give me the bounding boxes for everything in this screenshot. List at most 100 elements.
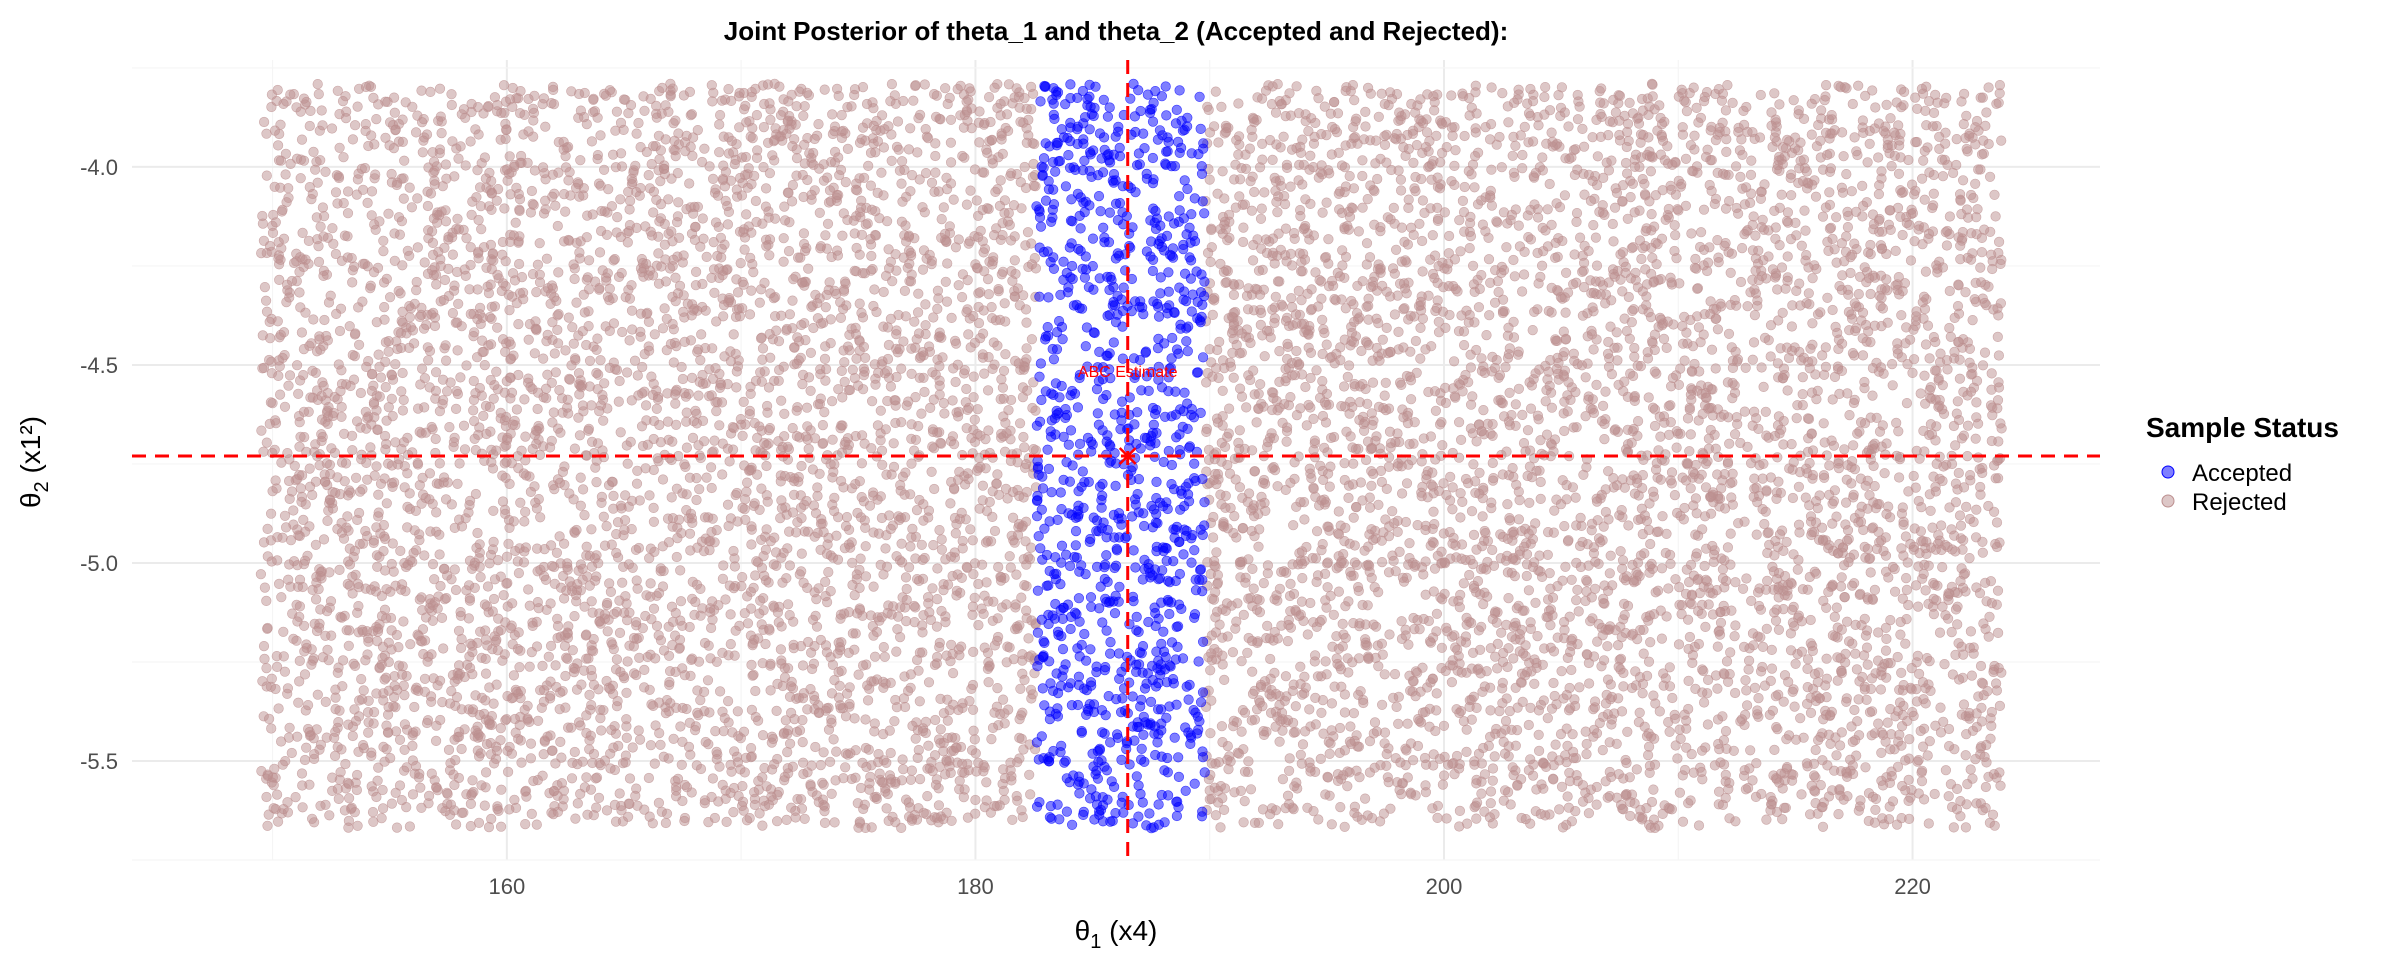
point-rejected	[657, 323, 669, 334]
point-rejected	[1813, 667, 1824, 678]
point-rejected	[1476, 788, 1487, 799]
point-rejected	[1253, 541, 1264, 552]
point-rejected	[1273, 819, 1284, 830]
point-rejected	[1810, 517, 1822, 528]
point-rejected	[1919, 194, 1930, 205]
point-rejected	[1460, 473, 1472, 485]
point-rejected	[1725, 528, 1736, 539]
point-rejected	[878, 641, 889, 653]
point-rejected	[750, 570, 761, 581]
point-rejected	[1829, 485, 1840, 496]
point-rejected	[288, 505, 299, 516]
point-rejected	[488, 505, 499, 516]
point-rejected	[592, 153, 603, 165]
point-rejected	[1024, 769, 1035, 780]
point-rejected	[913, 744, 924, 756]
point-rejected	[531, 287, 542, 298]
point-rejected	[571, 596, 582, 607]
point-rejected	[1606, 369, 1617, 380]
point-rejected	[1486, 200, 1497, 211]
point-rejected	[626, 305, 638, 316]
point-rejected	[1414, 218, 1425, 229]
point-rejected	[566, 773, 578, 784]
point-rejected	[1556, 781, 1568, 792]
point-rejected	[1530, 518, 1541, 529]
point-rejected	[1778, 696, 1789, 707]
point-rejected	[1622, 213, 1633, 224]
point-rejected	[513, 567, 525, 579]
point-rejected	[1205, 665, 1216, 676]
point-rejected	[1881, 633, 1892, 645]
point-rejected	[1759, 518, 1770, 530]
point-rejected	[343, 719, 354, 730]
point-rejected	[898, 764, 909, 775]
point-rejected	[1616, 706, 1628, 717]
point-rejected	[917, 264, 929, 275]
point-rejected	[961, 383, 972, 395]
point-rejected	[1916, 502, 1927, 513]
point-rejected	[257, 363, 268, 374]
point-rejected	[1334, 204, 1345, 215]
point-rejected	[1508, 97, 1520, 108]
point-rejected	[840, 762, 851, 773]
point-rejected	[996, 428, 1007, 439]
point-rejected	[343, 186, 354, 197]
point-rejected	[1977, 547, 1988, 558]
point-rejected	[660, 817, 672, 829]
point-rejected	[555, 736, 566, 748]
point-rejected	[1021, 581, 1032, 592]
point-rejected	[1723, 328, 1735, 339]
point-rejected	[1833, 458, 1844, 469]
point-rejected	[849, 713, 860, 724]
point-rejected	[1251, 417, 1262, 428]
point-rejected	[340, 758, 351, 770]
point-rejected	[1624, 97, 1635, 108]
point-rejected	[1930, 435, 1941, 446]
point-rejected	[1797, 389, 1808, 400]
point-rejected	[591, 344, 602, 355]
point-rejected	[479, 152, 491, 163]
point-rejected	[1286, 302, 1298, 313]
point-rejected	[257, 330, 268, 341]
point-rejected	[1275, 715, 1286, 727]
point-rejected	[1929, 788, 1940, 800]
point-rejected	[1583, 808, 1594, 819]
point-rejected	[1897, 709, 1908, 721]
point-rejected	[1810, 744, 1821, 756]
point-rejected	[419, 257, 430, 268]
point-rejected	[798, 228, 810, 239]
point-rejected	[920, 299, 931, 310]
point-rejected	[645, 578, 656, 589]
point-rejected	[1979, 347, 1991, 358]
point-rejected	[667, 261, 678, 272]
point-rejected	[1720, 792, 1731, 804]
point-rejected	[1957, 175, 1969, 186]
point-rejected	[889, 716, 900, 727]
point-rejected	[880, 543, 891, 554]
point-rejected	[333, 359, 344, 370]
point-rejected	[452, 345, 463, 356]
point-rejected	[338, 198, 349, 209]
point-rejected	[1208, 121, 1220, 132]
point-rejected	[468, 375, 479, 387]
point-rejected	[398, 616, 409, 627]
point-rejected	[709, 435, 720, 446]
point-rejected	[896, 178, 907, 189]
point-rejected	[1478, 405, 1489, 416]
point-rejected	[1690, 529, 1701, 540]
point-rejected	[858, 172, 870, 183]
point-rejected	[1663, 583, 1674, 594]
point-rejected	[1767, 264, 1778, 275]
point-rejected	[444, 422, 455, 433]
point-rejected	[1849, 132, 1860, 143]
point-rejected	[819, 353, 831, 365]
point-rejected	[900, 572, 912, 583]
point-rejected	[844, 698, 855, 710]
point-rejected	[1741, 700, 1753, 711]
point-rejected	[1009, 255, 1020, 266]
point-rejected	[1403, 194, 1414, 205]
point-rejected	[1573, 606, 1584, 617]
point-rejected	[1920, 266, 1931, 277]
point-rejected	[1605, 550, 1616, 561]
point-rejected	[1896, 721, 1908, 732]
